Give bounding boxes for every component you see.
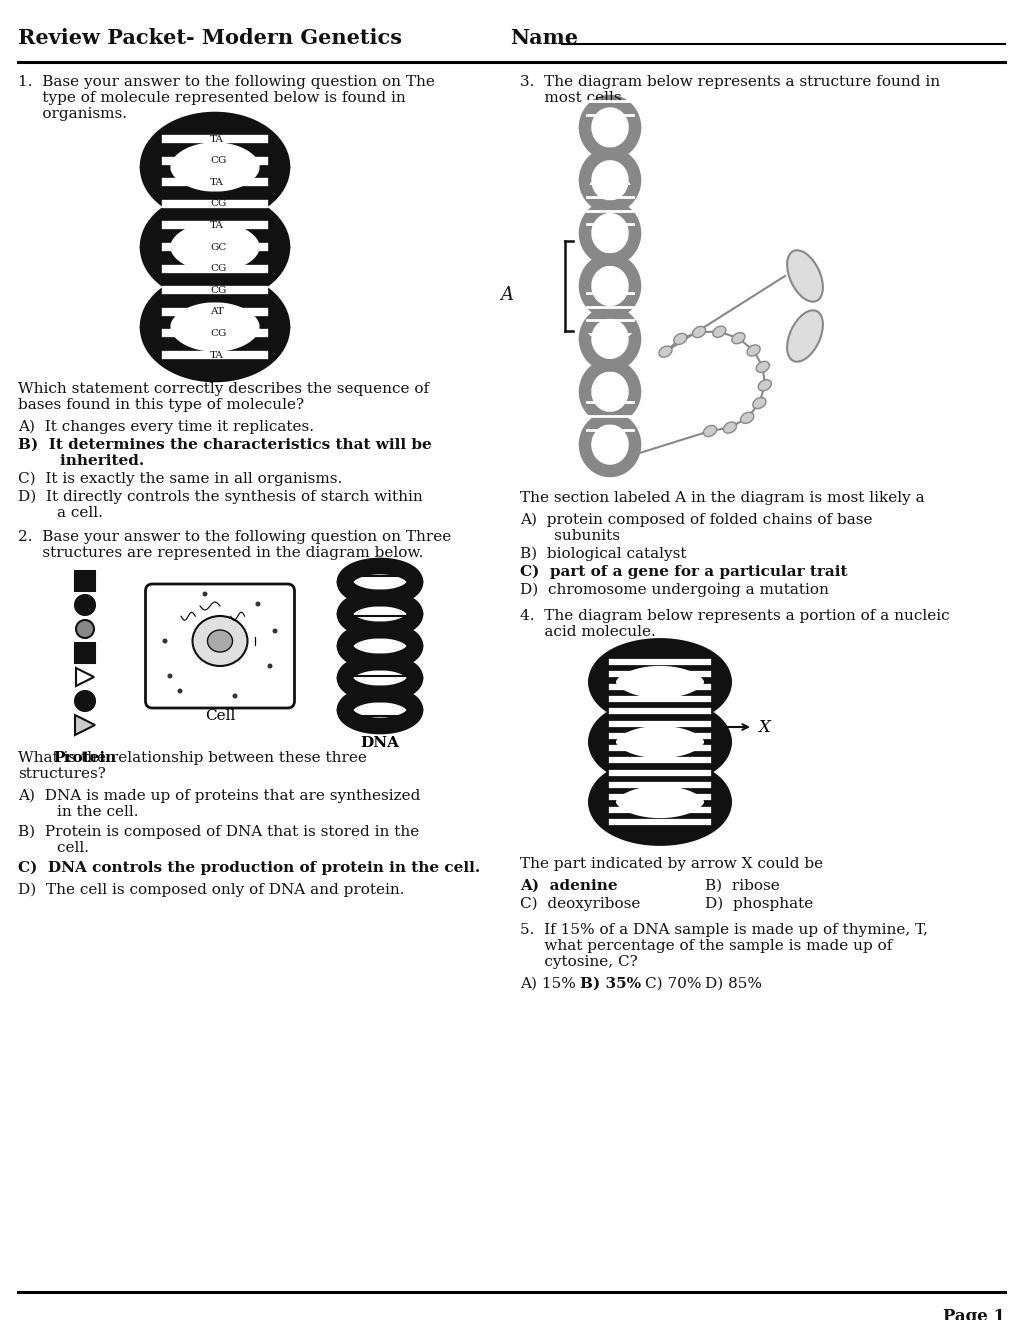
Text: CG: CG <box>210 264 226 273</box>
Circle shape <box>267 664 272 668</box>
Text: C)  deoxyribose: C) deoxyribose <box>520 898 640 911</box>
Text: D)  chromosome undergoing a mutation: D) chromosome undergoing a mutation <box>520 583 828 598</box>
Text: GC: GC <box>210 243 226 252</box>
Ellipse shape <box>722 422 736 433</box>
Circle shape <box>167 673 172 678</box>
Circle shape <box>76 620 94 638</box>
Text: structures are represented in the diagram below.: structures are represented in the diagra… <box>18 546 423 560</box>
Ellipse shape <box>193 616 248 667</box>
Text: what percentage of the sample is made up of: what percentage of the sample is made up… <box>520 939 892 953</box>
Polygon shape <box>75 715 95 735</box>
Text: a cell.: a cell. <box>18 506 103 520</box>
Ellipse shape <box>712 326 726 338</box>
Text: 3.  The diagram below represents a structure found in: 3. The diagram below represents a struct… <box>520 75 940 88</box>
Text: cytosine, C?: cytosine, C? <box>520 954 637 969</box>
Text: subunits: subunits <box>520 529 620 543</box>
Text: inherited.: inherited. <box>18 454 144 469</box>
Ellipse shape <box>746 345 759 356</box>
Text: B)  biological catalyst: B) biological catalyst <box>520 546 686 561</box>
Text: Protein: Protein <box>53 751 116 766</box>
Text: B)  Protein is composed of DNA that is stored in the: B) Protein is composed of DNA that is st… <box>18 825 419 840</box>
Ellipse shape <box>757 380 770 391</box>
Text: D)  phosphate: D) phosphate <box>704 898 812 911</box>
Text: TA: TA <box>210 135 223 144</box>
Text: bases found in this type of molecule?: bases found in this type of molecule? <box>18 399 304 412</box>
Text: The part indicated by arrow X could be: The part indicated by arrow X could be <box>520 857 822 871</box>
Text: CG: CG <box>210 329 226 338</box>
Circle shape <box>162 639 167 644</box>
Text: A) 15%: A) 15% <box>520 977 576 991</box>
Ellipse shape <box>673 334 686 345</box>
Text: C)  It is exactly the same in all organisms.: C) It is exactly the same in all organis… <box>18 473 342 486</box>
Text: B)  It determines the characteristics that will be: B) It determines the characteristics tha… <box>18 438 431 451</box>
Text: 5.  If 15% of a DNA sample is made up of thymine, T,: 5. If 15% of a DNA sample is made up of … <box>520 923 927 937</box>
Bar <box>75 572 95 591</box>
Text: A)  DNA is made up of proteins that are synthesized: A) DNA is made up of proteins that are s… <box>18 789 420 804</box>
Ellipse shape <box>703 425 716 437</box>
Text: A)  protein composed of folded chains of base: A) protein composed of folded chains of … <box>520 513 871 528</box>
Ellipse shape <box>740 412 753 424</box>
Circle shape <box>232 693 237 698</box>
Text: CG: CG <box>210 156 226 165</box>
Text: most cells.: most cells. <box>520 91 626 106</box>
Text: 4.  The diagram below represents a portion of a nucleic: 4. The diagram below represents a portio… <box>520 609 949 623</box>
Text: DNA: DNA <box>360 737 399 750</box>
Circle shape <box>177 689 182 693</box>
Text: What is the relationship between these three: What is the relationship between these t… <box>18 751 367 766</box>
Text: A)  adenine: A) adenine <box>520 879 618 894</box>
Text: cell.: cell. <box>18 841 89 855</box>
Text: B)  ribose: B) ribose <box>704 879 779 894</box>
Text: Name: Name <box>510 28 578 48</box>
Circle shape <box>272 628 277 634</box>
Ellipse shape <box>787 251 822 302</box>
Ellipse shape <box>207 630 232 652</box>
Text: C)  DNA controls the production of protein in the cell.: C) DNA controls the production of protei… <box>18 861 480 875</box>
Text: 2.  Base your answer to the following question on Three: 2. Base your answer to the following que… <box>18 531 450 544</box>
Text: D)  It directly controls the synthesis of starch within: D) It directly controls the synthesis of… <box>18 490 422 504</box>
Text: Review Packet- Modern Genetics: Review Packet- Modern Genetics <box>18 28 401 48</box>
Text: X: X <box>757 718 769 735</box>
Text: structures?: structures? <box>18 767 106 781</box>
Text: type of molecule represented below is found in: type of molecule represented below is fo… <box>18 91 406 106</box>
Ellipse shape <box>731 333 744 343</box>
Text: B) 35%: B) 35% <box>580 977 641 991</box>
Text: D)  The cell is composed only of DNA and protein.: D) The cell is composed only of DNA and … <box>18 883 405 898</box>
Ellipse shape <box>752 397 765 409</box>
Text: The section labeled A in the diagram is most likely a: The section labeled A in the diagram is … <box>520 491 923 506</box>
Text: C)  part of a gene for a particular trait: C) part of a gene for a particular trait <box>520 565 847 579</box>
Ellipse shape <box>658 346 672 358</box>
Polygon shape <box>76 668 94 686</box>
Text: Cell: Cell <box>205 709 235 723</box>
Text: organisms.: organisms. <box>18 107 127 121</box>
Text: C) 70%: C) 70% <box>644 977 701 991</box>
Circle shape <box>75 690 95 711</box>
Text: Which statement correctly describes the sequence of: Which statement correctly describes the … <box>18 381 429 396</box>
Bar <box>75 643 95 663</box>
Text: Page 1: Page 1 <box>943 1308 1004 1320</box>
Text: A)  It changes every time it replicates.: A) It changes every time it replicates. <box>18 420 314 434</box>
Circle shape <box>203 591 207 597</box>
Ellipse shape <box>755 362 768 372</box>
Circle shape <box>255 602 260 606</box>
Text: D) 85%: D) 85% <box>704 977 761 991</box>
Text: CG: CG <box>210 285 226 294</box>
Text: acid molecule.: acid molecule. <box>520 624 655 639</box>
FancyBboxPatch shape <box>146 583 294 708</box>
Ellipse shape <box>692 326 705 338</box>
Text: CG: CG <box>210 199 226 209</box>
Text: A: A <box>499 286 513 304</box>
Text: TA: TA <box>210 351 223 359</box>
Circle shape <box>75 595 95 615</box>
Ellipse shape <box>787 310 822 362</box>
Text: AT: AT <box>210 308 223 317</box>
Text: TA: TA <box>210 178 223 186</box>
Text: in the cell.: in the cell. <box>18 805 139 818</box>
Text: TA: TA <box>210 220 223 230</box>
Text: 1.  Base your answer to the following question on The: 1. Base your answer to the following que… <box>18 75 434 88</box>
